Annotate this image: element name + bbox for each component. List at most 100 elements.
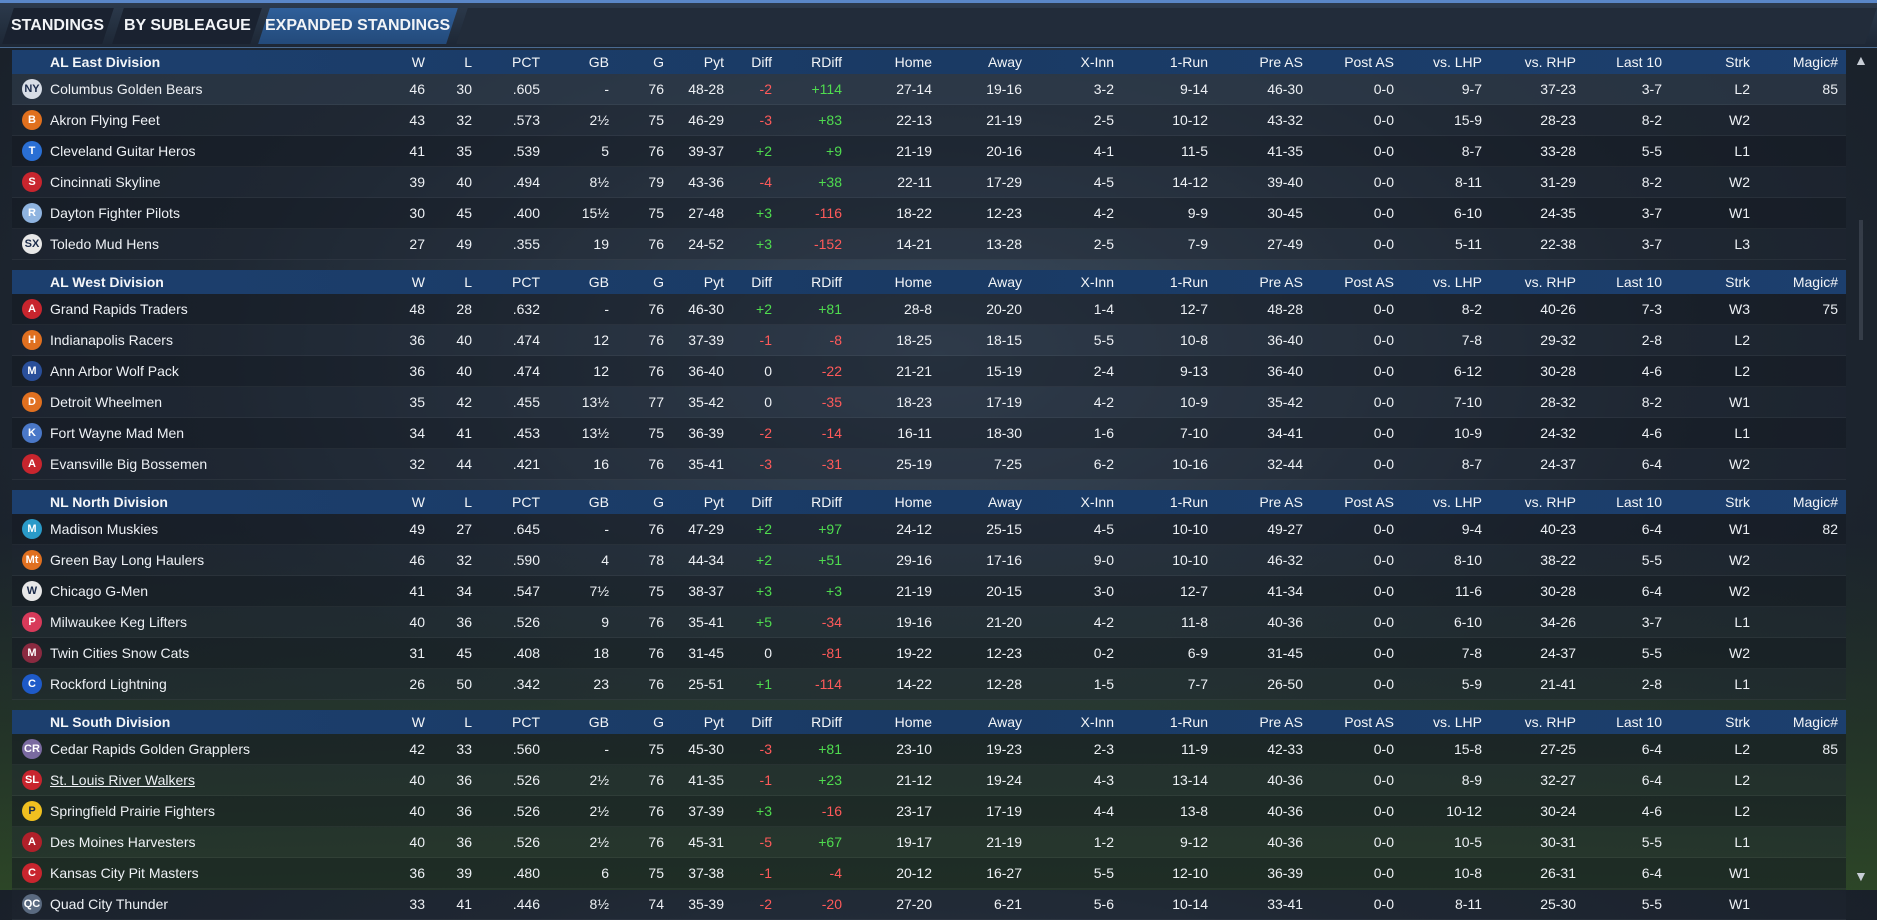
column-header-vs-rhp[interactable]: vs. RHP — [1524, 54, 1576, 70]
column-header-one-run[interactable]: 1-Run — [1169, 494, 1208, 510]
column-header-pre-as[interactable]: Pre AS — [1259, 54, 1303, 70]
column-header-losses[interactable]: L — [464, 714, 472, 730]
column-header-diff[interactable]: Diff — [751, 714, 772, 730]
column-header-streak[interactable]: Strk — [1725, 494, 1750, 510]
column-header-pyt[interactable]: Pyt — [703, 714, 724, 730]
team-row[interactable]: P Milwaukee Keg Lifters 40 36 .526 9 76 35-41 +5… — [12, 607, 1846, 638]
team-row[interactable]: A Evansville Big Bossemen 32 44 .421 16 76 35-4… — [12, 449, 1846, 480]
column-header-streak[interactable]: Strk — [1725, 274, 1750, 290]
team-name-link[interactable]: Madison Muskies — [50, 521, 159, 537]
column-header-post-as[interactable]: Post AS — [1344, 494, 1394, 510]
team-name-link[interactable]: Grand Rapids Traders — [50, 301, 188, 317]
team-row[interactable]: C Kansas City Pit Masters 36 39 .480 6 75 37-38… — [12, 858, 1846, 889]
team-name-link[interactable]: Cleveland Guitar Heros — [50, 143, 196, 159]
column-header-wins[interactable]: W — [411, 274, 425, 290]
column-header-home[interactable]: Home — [894, 494, 932, 510]
column-header-gb[interactable]: GB — [588, 54, 609, 70]
column-header-magic[interactable]: Magic# — [1792, 274, 1838, 290]
column-header-home[interactable]: Home — [894, 274, 932, 290]
column-header-x-inn[interactable]: X-Inn — [1080, 494, 1114, 510]
column-header-one-run[interactable]: 1-Run — [1169, 714, 1208, 730]
column-header-games[interactable]: G — [653, 54, 664, 70]
team-row[interactable]: A Grand Rapids Traders 48 28 .632 - 76 46-30 +2 +… — [12, 294, 1846, 325]
team-row[interactable]: M Ann Arbor Wolf Pack 36 40 .474 12 76 36-40 0 -2… — [12, 356, 1846, 387]
column-header-games[interactable]: G — [653, 714, 664, 730]
column-header-home[interactable]: Home — [894, 714, 932, 730]
scroll-thumb[interactable] — [1859, 220, 1863, 340]
column-header-rdiff[interactable]: RDiff — [811, 494, 842, 510]
column-header-away[interactable]: Away — [988, 54, 1022, 70]
scroll-down-icon[interactable]: ▼ — [1854, 868, 1868, 884]
team-name-link[interactable]: Kansas City Pit Masters — [50, 865, 199, 881]
column-header-wins[interactable]: W — [411, 714, 425, 730]
tab-standings[interactable]: STANDINGS — [2, 8, 114, 44]
team-row[interactable]: QC Quad City Thunder 33 41 .446 8½ 74 35-39 -2 -2… — [12, 889, 1846, 920]
column-header-one-run[interactable]: 1-Run — [1169, 274, 1208, 290]
column-header-diff[interactable]: Diff — [751, 494, 772, 510]
team-row[interactable]: B Akron Flying Feet 43 32 .573 2½ 75 46-29 -3 +83… — [12, 105, 1846, 136]
team-name-link[interactable]: St. Louis River Walkers — [50, 772, 195, 788]
team-name-link[interactable]: Chicago G-Men — [50, 583, 149, 599]
column-header-losses[interactable]: L — [464, 54, 472, 70]
column-header-streak[interactable]: Strk — [1725, 714, 1750, 730]
column-header-last-10[interactable]: Last 10 — [1616, 714, 1662, 730]
column-header-magic[interactable]: Magic# — [1792, 54, 1838, 70]
team-row[interactable]: NY Columbus Golden Bears 46 30 .605 - 76 48-28 -… — [12, 74, 1846, 105]
team-row[interactable]: CR Cedar Rapids Golden Grapplers 42 33 .560 -… — [12, 734, 1846, 765]
column-header-pre-as[interactable]: Pre AS — [1259, 714, 1303, 730]
column-header-wins[interactable]: W — [411, 54, 425, 70]
team-name-link[interactable]: Evansville Big Bossemen — [50, 456, 208, 472]
team-row[interactable]: H Indianapolis Racers 36 40 .474 12 76 37-39 -1 -… — [12, 325, 1846, 356]
column-header-pct[interactable]: PCT — [512, 494, 540, 510]
team-row[interactable]: SL St. Louis River Walkers 40 36 .526 2½ 76 41-… — [12, 765, 1846, 796]
team-name-link[interactable]: Cincinnati Skyline — [50, 174, 161, 190]
team-name-link[interactable]: Milwaukee Keg Lifters — [50, 614, 187, 630]
team-row[interactable]: D Detroit Wheelmen 35 42 .455 13½ 77 35-42 0 -35 1… — [12, 387, 1846, 418]
team-row[interactable]: P Springfield Prairie Fighters 40 36 .526 2½ 7… — [12, 796, 1846, 827]
column-header-pyt[interactable]: Pyt — [703, 274, 724, 290]
team-name-link[interactable]: Detroit Wheelmen — [50, 394, 163, 410]
column-header-magic[interactable]: Magic# — [1792, 714, 1838, 730]
column-header-gb[interactable]: GB — [588, 714, 609, 730]
column-header-rdiff[interactable]: RDiff — [811, 54, 842, 70]
team-row[interactable]: C Rockford Lightning 26 50 .342 23 76 25-51 +1 -1… — [12, 669, 1846, 700]
team-row[interactable]: K Fort Wayne Mad Men 34 41 .453 13½ 75 36-39 -2 -… — [12, 418, 1846, 449]
column-header-pct[interactable]: PCT — [512, 714, 540, 730]
team-row[interactable]: SX Toledo Mud Hens 27 49 .355 19 76 24-52 +3 -152… — [12, 229, 1846, 260]
team-row[interactable]: Mt Green Bay Long Haulers 46 32 .590 4 78 44-34… — [12, 545, 1846, 576]
column-header-games[interactable]: G — [653, 494, 664, 510]
team-name-link[interactable]: Toledo Mud Hens — [50, 236, 159, 252]
column-header-pyt[interactable]: Pyt — [703, 54, 724, 70]
column-header-last-10[interactable]: Last 10 — [1616, 54, 1662, 70]
team-name-link[interactable]: Indianapolis Racers — [50, 332, 173, 348]
column-header-vs-rhp[interactable]: vs. RHP — [1524, 494, 1576, 510]
column-header-vs-lhp[interactable]: vs. LHP — [1432, 54, 1482, 70]
team-name-link[interactable]: Green Bay Long Haulers — [50, 552, 205, 568]
column-header-x-inn[interactable]: X-Inn — [1080, 274, 1114, 290]
column-header-games[interactable]: G — [653, 274, 664, 290]
column-header-diff[interactable]: Diff — [751, 54, 772, 70]
column-header-vs-rhp[interactable]: vs. RHP — [1524, 274, 1576, 290]
team-name-link[interactable]: Springfield Prairie Fighters — [50, 803, 215, 819]
column-header-vs-lhp[interactable]: vs. LHP — [1432, 494, 1482, 510]
tab-expanded-standings[interactable]: EXPANDED STANDINGS — [258, 8, 458, 44]
team-row[interactable]: W Chicago G-Men 41 34 .547 7½ 75 38-37 +3 +3 21-19… — [12, 576, 1846, 607]
column-header-home[interactable]: Home — [894, 54, 932, 70]
column-header-vs-lhp[interactable]: vs. LHP — [1432, 714, 1482, 730]
column-header-vs-rhp[interactable]: vs. RHP — [1524, 714, 1576, 730]
team-name-link[interactable]: Akron Flying Feet — [50, 112, 160, 128]
team-row[interactable]: T Cleveland Guitar Heros 41 35 .539 5 76 39-37 +… — [12, 136, 1846, 167]
team-row[interactable]: A Des Moines Harvesters 40 36 .526 2½ 76 45-31 -… — [12, 827, 1846, 858]
team-row[interactable]: M Madison Muskies 49 27 .645 - 76 47-29 +2 +97 24-… — [12, 514, 1846, 545]
team-name-link[interactable]: Fort Wayne Mad Men — [50, 425, 185, 441]
team-name-link[interactable]: Ann Arbor Wolf Pack — [50, 363, 179, 379]
column-header-pre-as[interactable]: Pre AS — [1259, 494, 1303, 510]
column-header-last-10[interactable]: Last 10 — [1616, 494, 1662, 510]
column-header-x-inn[interactable]: X-Inn — [1080, 714, 1114, 730]
team-row[interactable]: R Dayton Fighter Pilots 30 45 .400 15½ 75 27-48… — [12, 198, 1846, 229]
column-header-rdiff[interactable]: RDiff — [811, 714, 842, 730]
column-header-post-as[interactable]: Post AS — [1344, 54, 1394, 70]
column-header-x-inn[interactable]: X-Inn — [1080, 54, 1114, 70]
team-name-link[interactable]: Cedar Rapids Golden Grapplers — [50, 741, 250, 757]
column-header-post-as[interactable]: Post AS — [1344, 714, 1394, 730]
